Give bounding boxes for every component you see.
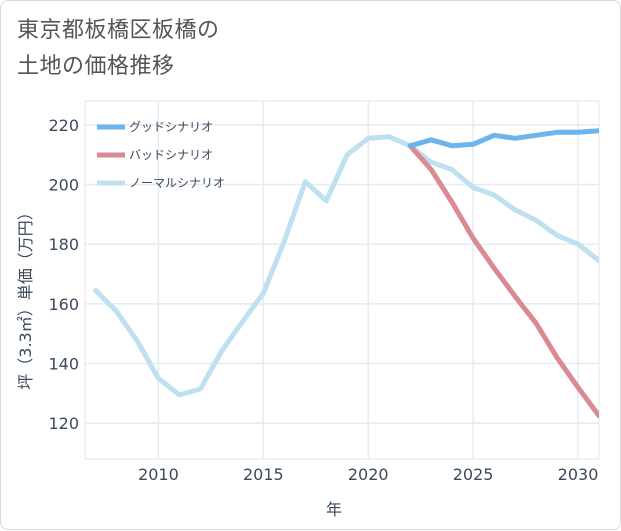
x-tick-label: 2010	[138, 465, 179, 484]
x-tick-label: 2030	[558, 465, 599, 484]
series-line-good	[407, 128, 599, 149]
y-tick-label: 200	[48, 176, 79, 195]
x-tick-label: 2020	[348, 465, 389, 484]
title-line-2: 土地の価格推移	[17, 54, 175, 79]
chart-title: 東京都板橋区板橋の 土地の価格推移	[17, 13, 417, 85]
legend-label: ノーマルシナリオ	[129, 176, 225, 190]
series-layer	[93, 128, 599, 419]
legend-label: バッドシナリオ	[129, 148, 213, 162]
legend-label: グッドシナリオ	[129, 120, 213, 134]
series-line-bad	[407, 143, 599, 419]
y-tick-label: 140	[48, 355, 79, 374]
y-tick-label: 160	[48, 295, 79, 314]
y-tick-label: 180	[48, 235, 79, 254]
plot-area-border	[84, 100, 600, 460]
y-tick-label: 220	[48, 116, 79, 135]
x-tick-labels: 2010 2015 2020 2025 2030	[138, 465, 598, 484]
grid	[85, 101, 599, 459]
x-axis-title: 年	[326, 500, 342, 519]
title-line-1: 東京都板橋区板橋の	[17, 18, 220, 43]
x-tick-label: 2015	[243, 465, 284, 484]
series-line-normal	[93, 134, 599, 398]
x-tick-label: 2025	[453, 465, 494, 484]
y-axis-title: 坪（3.3㎡）単価（万円）	[16, 204, 35, 389]
y-tick-label: 120	[48, 414, 79, 433]
y-tick-labels: 120 140 160 180 200 220	[48, 116, 79, 433]
